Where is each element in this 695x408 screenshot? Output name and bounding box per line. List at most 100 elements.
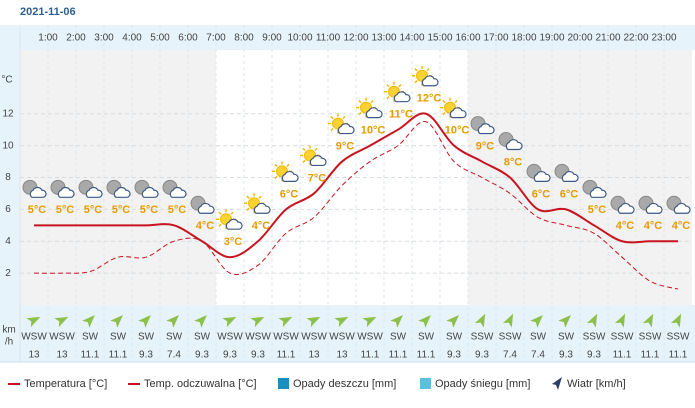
x-tick-label: 16:00	[455, 33, 480, 44]
temp-label: 4°C	[644, 220, 663, 232]
weather-icon	[22, 179, 47, 198]
wind-speed: 7.4	[167, 350, 181, 361]
cloud	[477, 123, 495, 135]
wind-speed: 9.3	[587, 350, 601, 361]
weather-icon	[384, 81, 411, 103]
sun-ray	[442, 112, 446, 116]
sun-ray	[258, 195, 262, 199]
sun-ray	[218, 211, 222, 215]
cloud	[281, 171, 299, 182]
x-tick-label: 22:00	[623, 33, 648, 44]
cloud	[505, 139, 523, 151]
weather-icon	[610, 195, 635, 214]
cloud	[309, 155, 327, 167]
wind-direction: WSW	[217, 332, 243, 343]
wind-direction: SW	[418, 332, 435, 343]
wind-direction: SW	[82, 332, 99, 343]
wind-direction: WSW	[21, 332, 47, 343]
temp-label: 4°C	[672, 220, 691, 232]
wind-arrow	[334, 316, 349, 328]
x-tick-label: 6:00	[178, 33, 198, 44]
temp-label: 10°C	[445, 125, 470, 137]
x-tick-label: 5:00	[150, 33, 170, 44]
wind-arrow	[82, 315, 95, 328]
wind-direction: SSW	[611, 332, 634, 343]
wind-speed: 7.4	[531, 350, 545, 361]
x-tick-label: 13:00	[371, 33, 396, 44]
weather-icon	[50, 179, 75, 198]
weather-icon	[78, 179, 103, 198]
weather-icon	[134, 179, 159, 198]
y-tick-label: 4	[5, 236, 11, 247]
sun-ray	[330, 127, 334, 132]
sun-ray	[442, 100, 446, 104]
wind-speed: 9.3	[195, 350, 209, 361]
x-tick-label: 12:00	[343, 33, 368, 44]
sun-ray	[218, 223, 222, 227]
wind-direction: WSW	[245, 332, 271, 343]
wind-arrow	[642, 313, 654, 328]
temp-label: 12°C	[417, 93, 442, 105]
sun-ray	[386, 84, 390, 88]
sun-ray	[358, 112, 362, 116]
wind-direction: SSW	[639, 332, 662, 343]
weather-icon	[440, 97, 467, 119]
temp-label: 11°C	[389, 109, 413, 121]
wind-direction: SW	[194, 332, 211, 343]
legend-swatch	[278, 378, 289, 389]
wind-speed: 13	[308, 350, 320, 361]
weather-icon	[470, 116, 495, 135]
wind-direction: SW	[558, 332, 575, 343]
sun-ray	[414, 68, 418, 72]
sun-ray	[274, 163, 278, 167]
legend-swatch	[552, 377, 562, 390]
wind-speed: 9.3	[475, 350, 489, 361]
weather-icon	[498, 132, 523, 151]
wind-speed: 9.3	[251, 350, 265, 361]
weather-icon	[162, 179, 187, 198]
x-tick-label: 20:00	[567, 33, 592, 44]
cloud	[253, 202, 271, 214]
wind-arrow	[474, 313, 486, 328]
cloud	[141, 186, 159, 198]
wind-speed: 13	[336, 350, 348, 361]
x-tick-label: 14:00	[399, 33, 424, 44]
y-tick-label: 6	[5, 204, 11, 215]
x-tick-label: 18:00	[511, 33, 536, 44]
wind-speed: 9.3	[223, 350, 237, 361]
wind-direction: SW	[390, 332, 407, 343]
wind-arrow	[110, 315, 123, 328]
y-tick-label: 10	[2, 140, 14, 151]
sun-ray	[302, 159, 306, 164]
x-tick-label: 3:00	[94, 33, 114, 44]
wind-arrow	[166, 315, 179, 328]
temp-label: 6°C	[280, 188, 299, 200]
wind-arrow	[306, 316, 321, 328]
sun-ray	[398, 84, 402, 88]
wind-arrow	[362, 316, 377, 328]
wind-arrow	[446, 315, 459, 328]
cloud	[673, 202, 691, 214]
weather-icon	[582, 179, 607, 198]
series-line	[33, 121, 679, 290]
weather-icon	[216, 209, 243, 230]
cloud	[113, 186, 131, 198]
x-tick-label: 19:00	[539, 33, 564, 44]
temp-label: 5°C	[112, 204, 131, 216]
weather-icon	[554, 163, 579, 182]
wind-unit: km	[2, 325, 15, 336]
legend-swatch	[420, 378, 431, 389]
temp-label: 3°C	[224, 236, 243, 248]
x-tick-label: 7:00	[206, 33, 226, 44]
wind-speed: 9.3	[447, 350, 461, 361]
temp-label: 5°C	[56, 204, 75, 216]
wind-speed: 11.1	[81, 350, 100, 361]
sun-ray	[286, 163, 290, 167]
wind-arrow	[586, 313, 598, 328]
legend-label: Wiatr [km/h]	[567, 378, 626, 390]
wind-direction: SSW	[583, 332, 606, 343]
x-tick-label: 9:00	[262, 33, 282, 44]
series-line	[34, 112, 678, 259]
sun-ray	[246, 207, 250, 211]
